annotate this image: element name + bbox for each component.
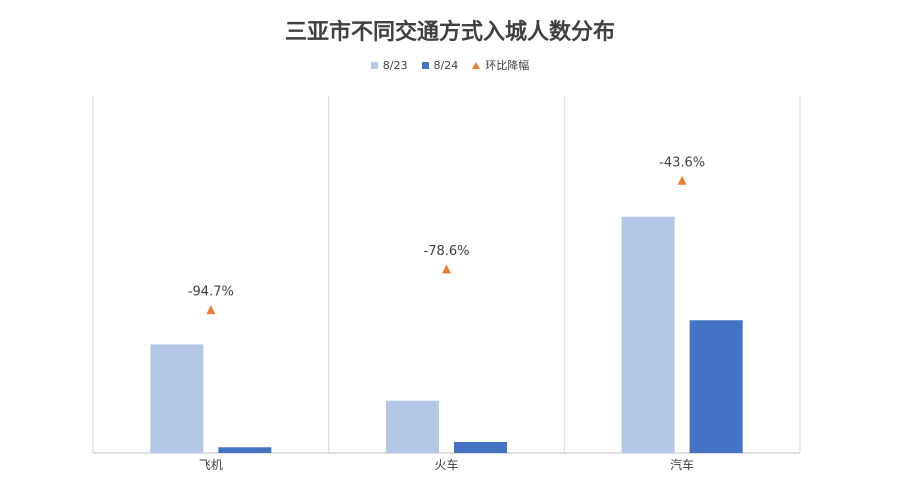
x-tick-label: 火车 [434,457,458,472]
bar-1-1 [150,344,204,453]
bar-2-1 [218,447,272,453]
legend-triangle-icon [472,61,481,69]
marker-triangle-3 [677,175,687,185]
chart-legend: 8/23 8/24 环比降幅 [0,57,900,73]
legend-item-series-1: 8/23 [370,58,408,72]
legend-label-marker: 环比降幅 [485,59,530,72]
x-tick-label: 汽车 [670,457,694,472]
x-tick-label: 飞机 [199,458,223,472]
bar-1-2 [386,400,439,453]
legend-item-series-2: 8/24 [421,58,459,72]
legend-swatch-series-2 [421,61,429,69]
marker-data-label: -94.7% [188,285,234,300]
marker-data-label: -43.6% [659,155,705,170]
marker-triangle-1 [206,305,216,315]
legend-swatch-series-1 [370,61,378,69]
legend-item-marker: 环比降幅 [472,57,529,73]
marker-data-label: -78.6% [424,244,470,259]
chart-title: 三亚市不同交通方式入城人数分布 [284,20,615,45]
legend-label-series-1: 8/23 [382,58,408,72]
legend-label-series-2: 8/24 [433,58,459,72]
bar-2-2 [454,441,507,453]
bar-2-3 [689,320,743,453]
marker-triangle-2 [442,264,451,274]
bar-1-3 [621,216,675,453]
